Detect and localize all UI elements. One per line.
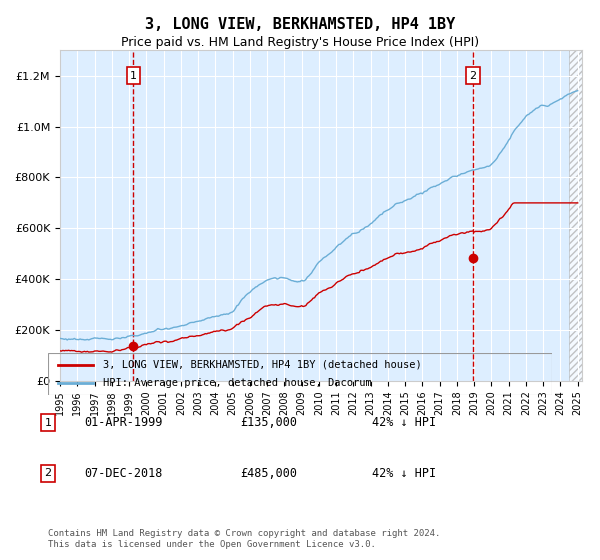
Bar [569, 50, 582, 381]
Text: Price paid vs. HM Land Registry's House Price Index (HPI): Price paid vs. HM Land Registry's House … [121, 36, 479, 49]
Text: £485,000: £485,000 [240, 466, 297, 480]
Text: Contains HM Land Registry data © Crown copyright and database right 2024.
This d: Contains HM Land Registry data © Crown c… [48, 529, 440, 549]
Text: 1: 1 [44, 418, 52, 428]
Text: 42% ↓ HPI: 42% ↓ HPI [372, 416, 436, 430]
Text: 2: 2 [44, 468, 52, 478]
Text: 3, LONG VIEW, BERKHAMSTED, HP4 1BY (detached house): 3, LONG VIEW, BERKHAMSTED, HP4 1BY (deta… [103, 360, 422, 370]
Text: 07-DEC-2018: 07-DEC-2018 [84, 466, 163, 480]
Text: 01-APR-1999: 01-APR-1999 [84, 416, 163, 430]
Text: 1: 1 [130, 71, 137, 81]
Text: 42% ↓ HPI: 42% ↓ HPI [372, 466, 436, 480]
Text: 2: 2 [469, 71, 476, 81]
Text: 3, LONG VIEW, BERKHAMSTED, HP4 1BY: 3, LONG VIEW, BERKHAMSTED, HP4 1BY [145, 17, 455, 32]
Text: £135,000: £135,000 [240, 416, 297, 430]
Text: HPI: Average price, detached house, Dacorum: HPI: Average price, detached house, Daco… [103, 378, 372, 388]
